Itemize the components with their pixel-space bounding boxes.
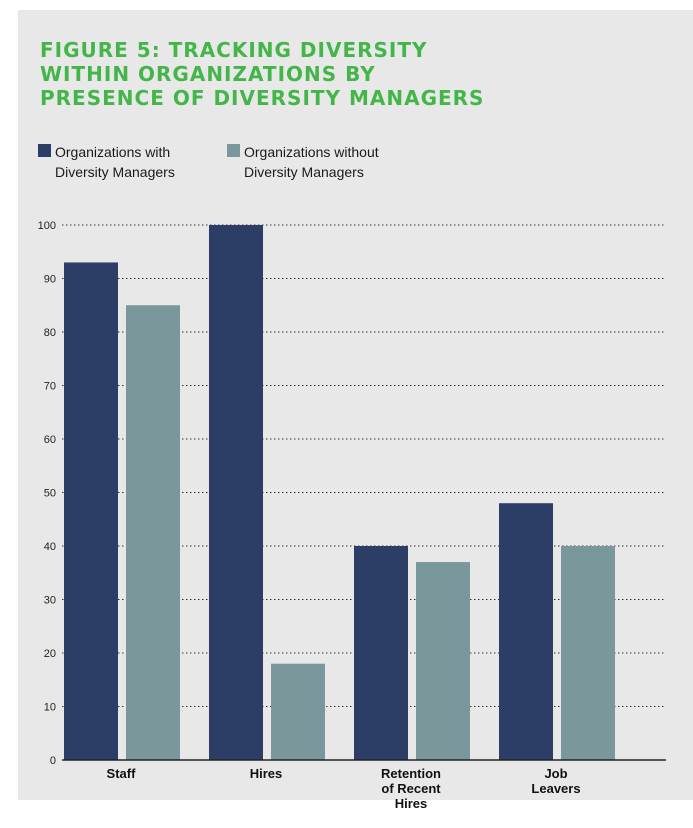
title-line: FIGURE 5: TRACKING DIVERSITY	[40, 38, 428, 62]
y-tick-label: 20	[44, 648, 56, 660]
y-tick-label: 60	[44, 434, 56, 446]
legend-item-without-managers: Organizations without Diversity Managers	[227, 142, 379, 182]
category-label: Job	[544, 766, 567, 781]
category-label: Hires	[250, 766, 283, 781]
category-label: Hires	[395, 796, 428, 811]
bar-with-managers	[354, 546, 408, 760]
legend-label-without-managers: Organizations without Diversity Managers	[244, 142, 379, 182]
y-tick-label: 50	[44, 488, 56, 500]
y-tick-label: 90	[44, 274, 56, 286]
chart-title: FIGURE 5: TRACKING DIVERSITY WITHIN ORGA…	[40, 38, 600, 110]
legend-label-line: Diversity Managers	[55, 164, 175, 180]
y-tick-label: 0	[50, 755, 56, 767]
legend-label-line: Diversity Managers	[244, 164, 364, 180]
y-tick-label: 10	[44, 702, 56, 714]
legend-swatch-with-managers	[38, 144, 51, 157]
bar-without-managers	[126, 305, 180, 760]
legend-swatch-without-managers	[227, 144, 240, 157]
y-tick-label: 40	[44, 541, 56, 553]
y-tick-label: 100	[38, 220, 56, 232]
title-line: WITHIN ORGANIZATIONS BY	[40, 62, 376, 86]
title-line: PRESENCE OF DIVERSITY MANAGERS	[40, 86, 485, 110]
bar-without-managers	[561, 546, 615, 760]
category-label: of Recent	[381, 781, 441, 796]
y-tick-label: 70	[44, 381, 56, 393]
bar-with-managers	[209, 225, 263, 760]
legend-label-with-managers: Organizations with Diversity Managers	[55, 142, 175, 182]
bar-without-managers	[271, 663, 325, 760]
legend-label-line: Organizations without	[244, 144, 379, 160]
category-label: Retention	[381, 766, 441, 781]
legend-label-line: Organizations with	[55, 144, 171, 160]
bar-with-managers	[64, 262, 118, 760]
y-tick-label: 30	[44, 595, 56, 607]
bar-with-managers	[499, 503, 553, 760]
category-label: Leavers	[531, 781, 580, 796]
category-label: Staff	[107, 766, 137, 781]
y-tick-label: 80	[44, 327, 56, 339]
bar-without-managers	[416, 562, 470, 760]
legend-item-with-managers: Organizations with Diversity Managers	[38, 142, 175, 182]
